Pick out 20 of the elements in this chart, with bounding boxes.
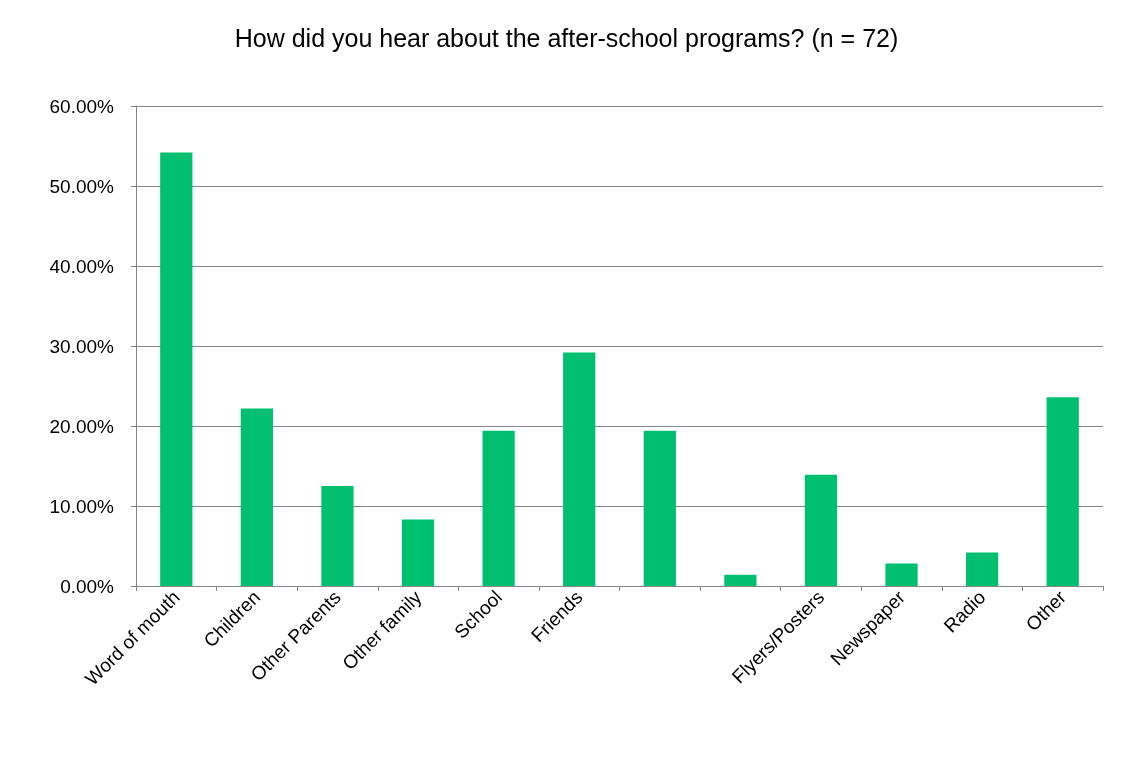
y-tick-label: 20.00% [49, 415, 115, 437]
bar [401, 519, 435, 586]
bar [724, 574, 757, 586]
y-tick-label: 10.00% [49, 495, 115, 517]
bar [482, 430, 515, 586]
bar [1046, 397, 1079, 586]
bar [160, 152, 193, 586]
bar [643, 430, 676, 586]
y-tick-label: 50.00% [49, 175, 115, 197]
bar [966, 552, 999, 586]
bar [321, 486, 354, 586]
y-tick-label: 60.00% [49, 95, 115, 117]
y-tick-label: 30.00% [49, 335, 115, 357]
y-tick-label: 0.00% [60, 575, 115, 597]
chart-title: How did you hear about the after-school programs? (n = 72) [234, 23, 899, 52]
bar [804, 474, 838, 586]
bar [240, 408, 273, 586]
bar [563, 352, 596, 586]
y-tick-label: 40.00% [49, 255, 115, 277]
bar [885, 563, 918, 586]
